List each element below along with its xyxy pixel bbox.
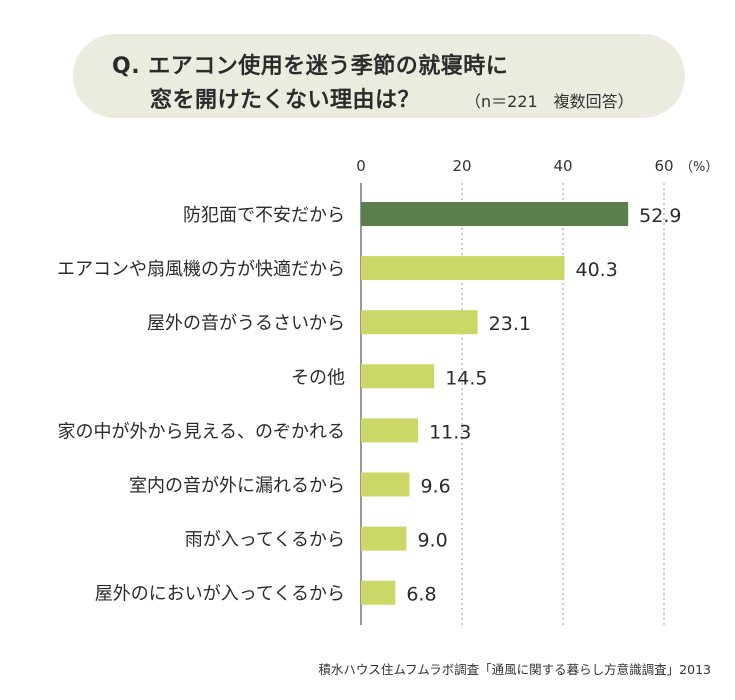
value-label: 9.6 [420,476,450,498]
value-label: 9.0 [417,530,447,552]
bar [361,526,407,551]
category-label: 屋外の音がうるさいから [147,313,345,334]
value-label: 14.5 [445,367,487,389]
category-label: 屋外のにおいが入ってくるから [95,584,345,605]
category-label: 防犯面で不安だから [183,205,345,226]
chart-title-line1: Q. エアコン使用を迷う季節の就寝時に [112,54,509,79]
value-label: 11.3 [429,421,471,443]
category-label: その他 [291,367,345,388]
bar [361,418,419,443]
value-label: 23.1 [489,313,531,335]
x-unit-label: （%） [680,160,718,175]
value-label: 40.3 [576,259,618,281]
x-tick-label: 60 [654,157,673,175]
bar [361,580,396,605]
value-label: 52.9 [639,205,681,227]
x-tick-label: 20 [452,157,471,175]
chart-title-line2: 窓を開けたくない理由は？ [150,88,421,113]
sample-note: （n＝221 複数回答） [465,92,634,111]
bar [361,256,565,281]
source-note: 積水ハウス住ムフムラボ調査「通風に関する暮らし方意識調査」2013 [318,662,711,677]
title-banner [73,34,685,118]
x-tick-label: 0 [356,157,366,175]
bar [361,310,478,335]
x-tick-label: 40 [553,157,572,175]
category-label: 雨が入ってくるから [185,530,345,551]
bar [361,202,629,226]
value-label: 6.8 [406,584,436,606]
category-label: 室内の音が外に漏れるから [129,476,345,497]
bar [361,364,435,389]
category-label: 家の中が外から見える、のぞかれる [58,421,345,442]
bar [361,472,410,497]
category-label: エアコンや扇風機の方が快適だから [57,259,345,280]
